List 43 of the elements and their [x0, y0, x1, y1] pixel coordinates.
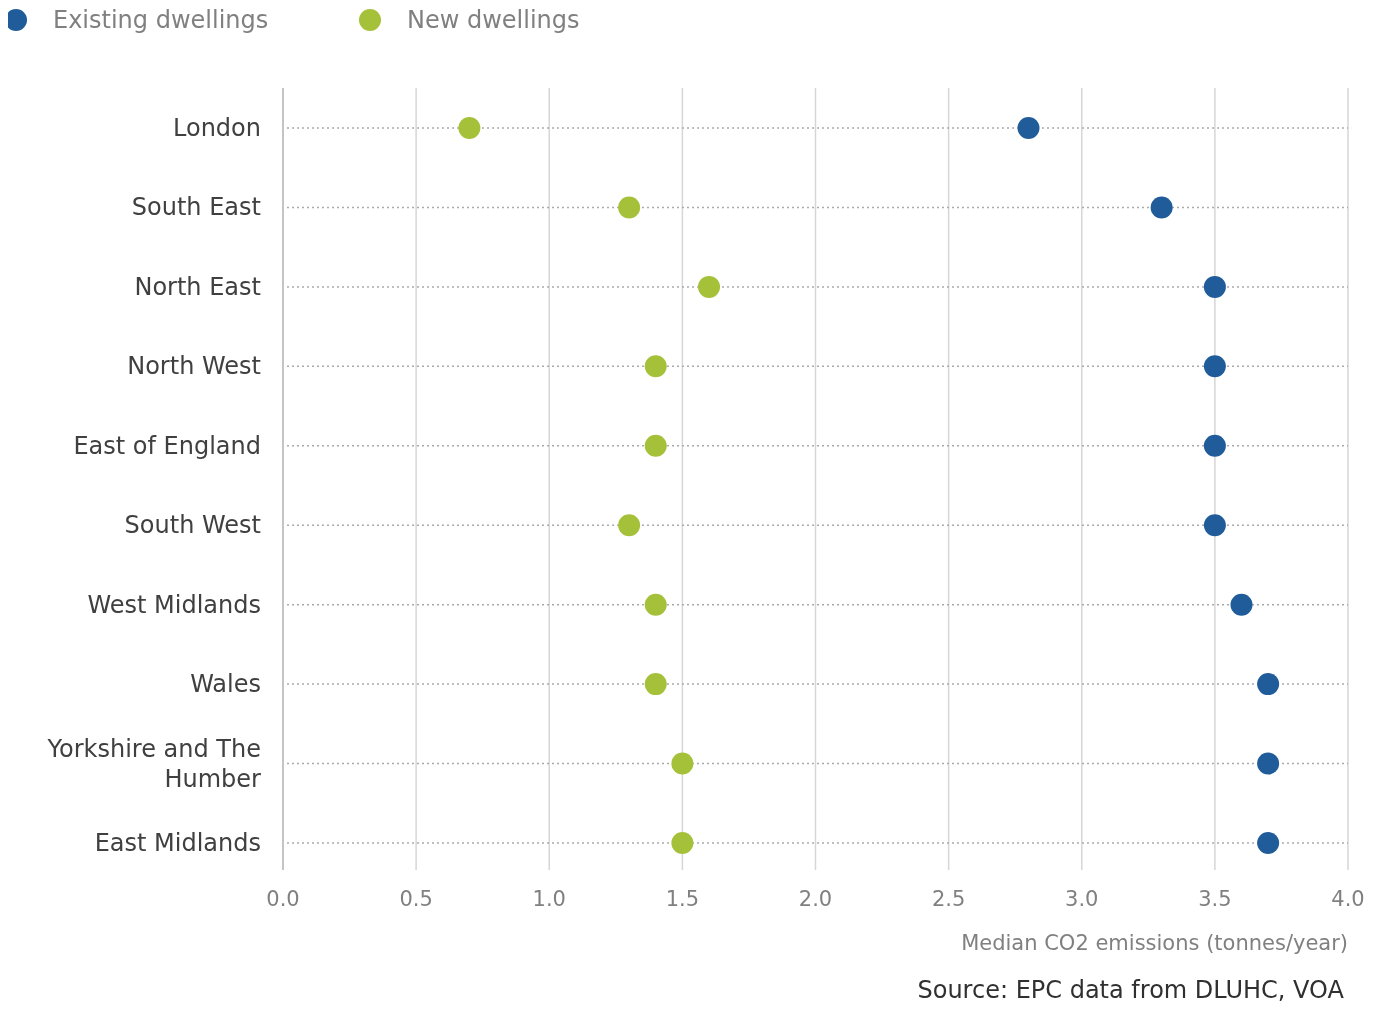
y-tick-label: East Midlands [94, 829, 261, 857]
point [1257, 832, 1280, 854]
point [671, 752, 694, 775]
x-tick-label: 1.5 [665, 887, 700, 911]
y-tick-label: London [173, 114, 261, 142]
x-tick-label: 2.5 [931, 887, 966, 911]
point [1017, 117, 1040, 139]
x-tick-label: 0.5 [399, 887, 433, 911]
x-axis-title: Median CO2 emissions (tonnes/year) [961, 931, 1348, 955]
point [698, 275, 720, 298]
y-tick-label: North West [127, 352, 261, 381]
point [1150, 196, 1173, 219]
y-tick-label: Wales [190, 670, 261, 699]
y-tick-label: East of England [73, 431, 261, 460]
x-tick-label: 0.0 [266, 887, 300, 911]
point [644, 673, 667, 696]
y-tick-label: South East [131, 193, 261, 222]
point [1203, 355, 1226, 378]
x-tick-label: 3.5 [1198, 887, 1232, 911]
point [644, 593, 667, 616]
x-tick-label: 1.0 [532, 887, 566, 911]
y-tick-label: Yorkshire and The Humber [46, 734, 262, 793]
y-tick-label: North East [134, 272, 261, 301]
point [644, 355, 667, 378]
x-tick-label: 2.0 [798, 887, 833, 911]
legend-label: Existing dwellings [53, 6, 269, 34]
point [618, 514, 641, 537]
point [1203, 434, 1226, 457]
point [671, 832, 694, 854]
point [1257, 673, 1280, 696]
point [1230, 593, 1253, 616]
point [1257, 752, 1280, 775]
x-tick-label: 4.0 [1331, 887, 1365, 911]
x-tick-label: 3.0 [1065, 887, 1099, 911]
legend-label: New dwellings [407, 6, 580, 34]
point [644, 434, 667, 457]
point [618, 196, 641, 219]
point [1203, 514, 1226, 537]
y-tick-label: South West [124, 511, 261, 540]
source-note: Source: EPC data from DLUHC, VOA [917, 976, 1345, 1004]
point [1203, 275, 1226, 298]
point [458, 117, 481, 139]
y-tick-label: West Midlands [87, 590, 261, 619]
